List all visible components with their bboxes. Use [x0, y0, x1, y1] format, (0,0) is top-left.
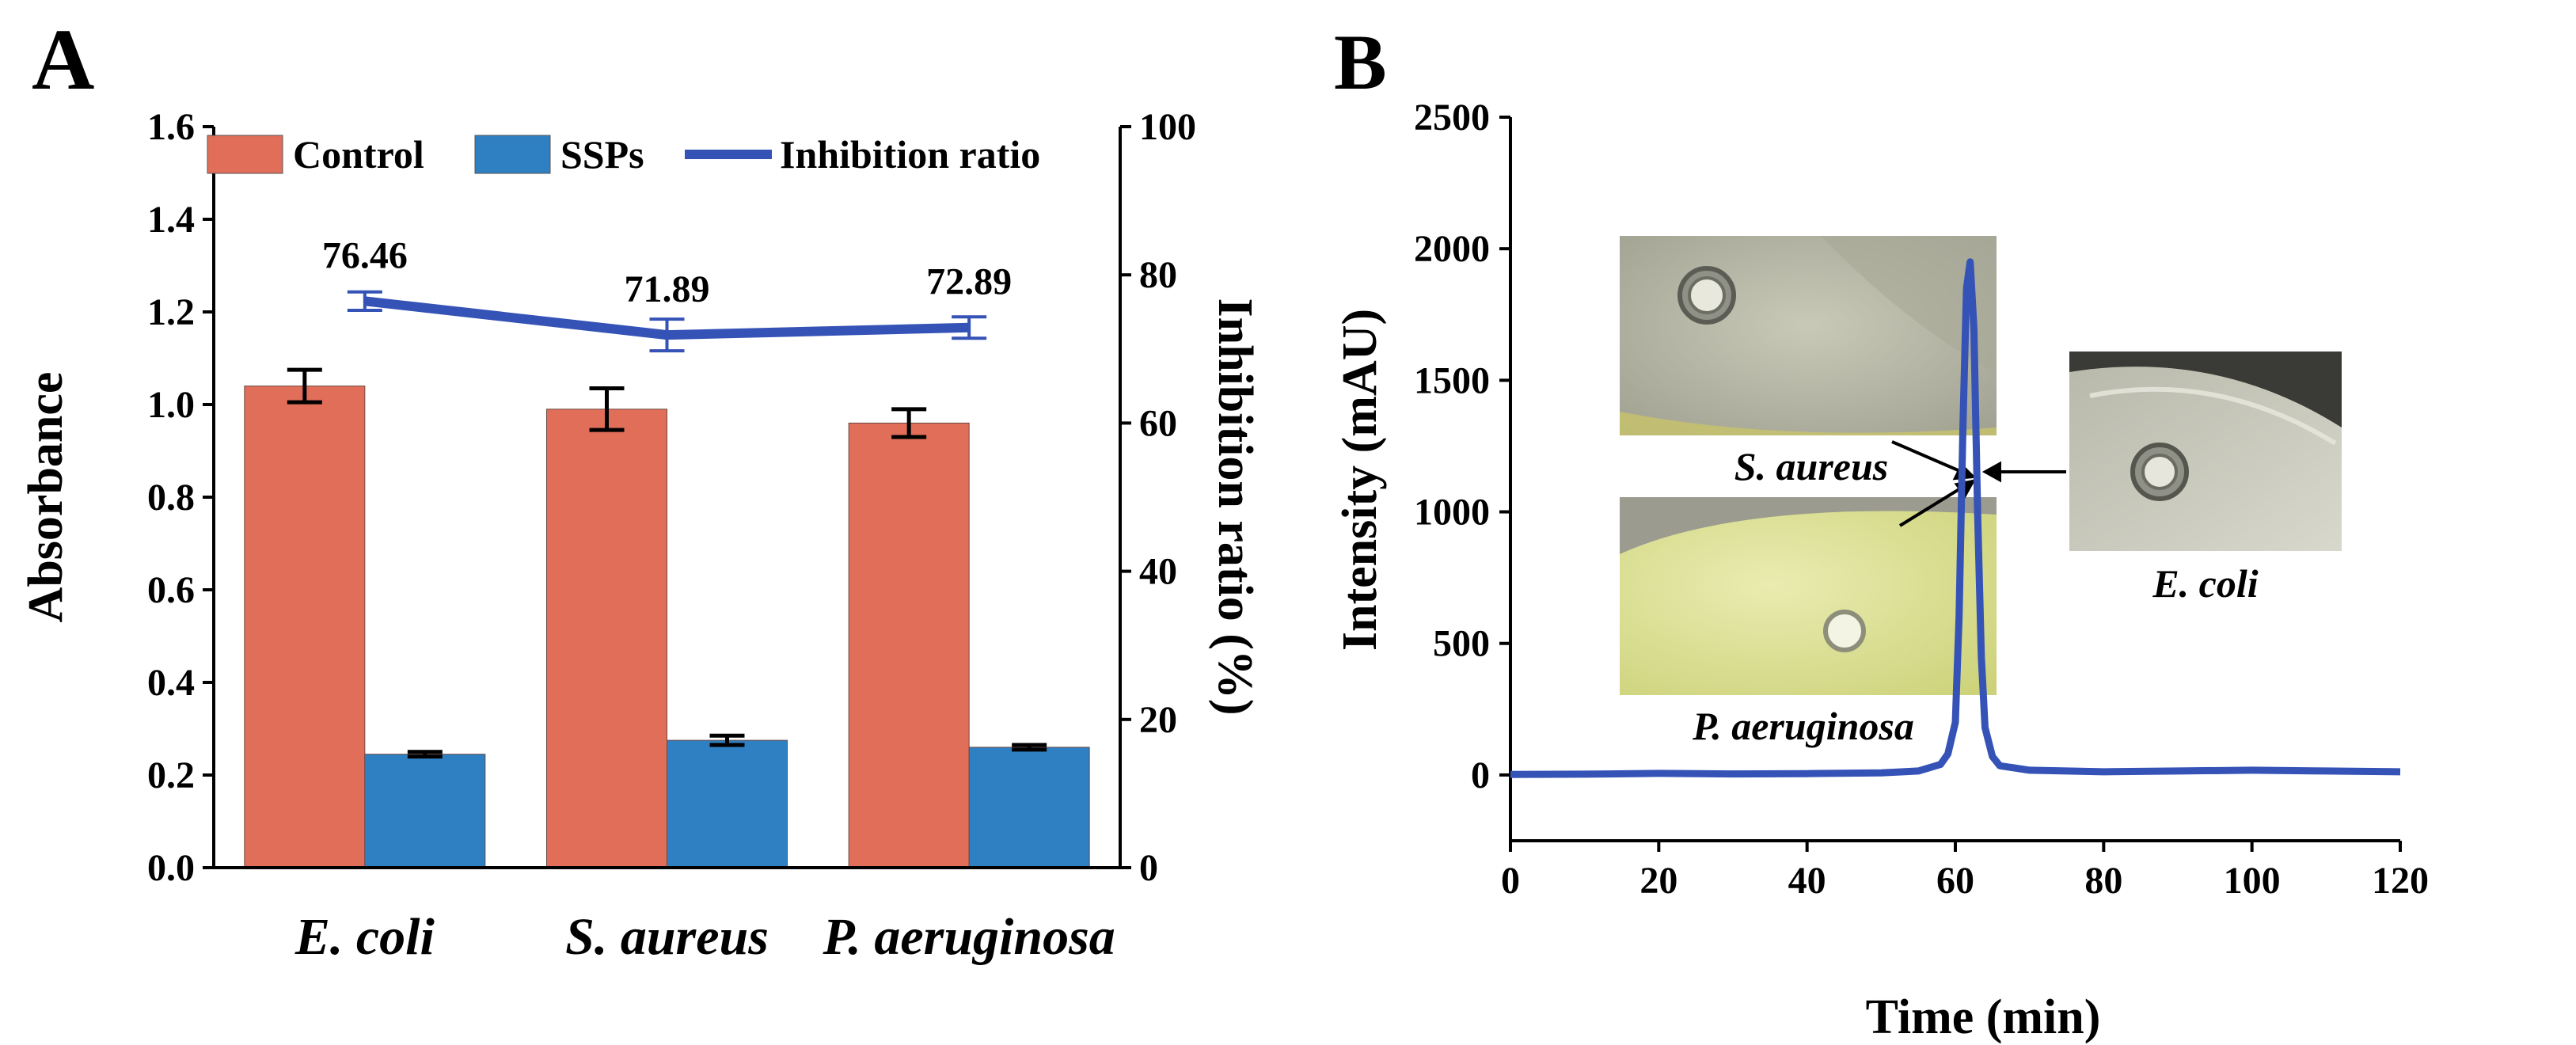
bar-control-s-aureus — [546, 408, 667, 868]
legend-control-swatch — [207, 135, 283, 174]
x-tick-label-20: 20 — [1639, 860, 1677, 902]
legend-ssps-swatch — [474, 135, 551, 174]
legend-control-label: Control — [293, 132, 424, 177]
axes-group: 0 500 1000 1500 2000 2500 0 20 40 60 80 100 120 — [1414, 97, 2429, 902]
y-tick-label-1-4: 1.4 — [147, 199, 195, 241]
ratio-data-label-e-coli: 76.46 — [322, 234, 408, 276]
panel-a-chart: 76.46 71.89 72.89 E. coli S. aureus P. aerug… — [19, 106, 1262, 966]
ratio-data-label-p-aeruginosa: 72.89 — [926, 261, 1012, 303]
legend-ssps-label: SSPs — [560, 132, 644, 177]
arrowhead-e-coli — [1981, 461, 2001, 483]
panel-a-label: A — [32, 11, 94, 108]
bar-ssps-p-aeruginosa — [968, 747, 1090, 868]
y-tick-label-1-6: 1.6 — [147, 106, 195, 148]
chromatogram-group — [1510, 258, 2401, 778]
inset-p-aeruginosa-photo — [1620, 497, 1997, 695]
x-tick-label-100: 100 — [2224, 860, 2281, 902]
inset-e-coli-label: E. coli — [2152, 561, 2258, 606]
y-tick-label-0-8: 0.8 — [147, 477, 195, 519]
y2-tick-label-100: 100 — [1139, 106, 1196, 148]
y2-tick-label-60: 60 — [1139, 402, 1177, 444]
y-tick-label-500: 500 — [1433, 623, 1490, 665]
bar-ssps-s-aureus — [667, 739, 788, 868]
x-tick-label-120: 120 — [2372, 860, 2429, 902]
category-label-e-coli: E. coli — [294, 908, 435, 966]
bar-ssps-e-coli — [364, 754, 486, 868]
y-axis-title: Intensity (mAU) — [1333, 309, 1387, 651]
y-tick-label-1-2: 1.2 — [147, 291, 195, 333]
inset-s-aureus-label: S. aureus — [1734, 444, 1889, 488]
y2-axis-title: Inhibition ratio (%) — [1208, 298, 1262, 715]
error-bar-group — [287, 367, 1047, 759]
y-tick-label-1500: 1500 — [1414, 359, 1490, 401]
y-tick-label-0-6: 0.6 — [147, 569, 195, 611]
ratio-data-label-s-aureus: 71.89 — [625, 268, 710, 310]
bar-group — [244, 386, 1090, 868]
inset-e-coli-photo — [2069, 352, 2342, 551]
category-label-p-aeruginosa: P. aeruginosa — [823, 908, 1115, 966]
y2-tick-label-20: 20 — [1139, 699, 1177, 741]
y-tick-label-1-0: 1.0 — [147, 384, 195, 426]
arrow-p-aeruginosa — [1898, 486, 1963, 527]
category-label-s-aureus: S. aureus — [565, 908, 769, 966]
panel-b-label: B — [1334, 18, 1387, 106]
bar-control-p-aeruginosa — [848, 422, 970, 868]
y2-tick-label-80: 80 — [1139, 254, 1177, 296]
y-axis-title: Absorbance — [19, 372, 73, 623]
y-tick-label-2000: 2000 — [1414, 228, 1490, 270]
y2-tick-label-0: 0 — [1139, 847, 1158, 889]
y-tick-label-0-0: 0.0 — [147, 847, 195, 889]
y-tick-label-1000: 1000 — [1414, 492, 1490, 534]
x-tick-label-40: 40 — [1788, 860, 1826, 902]
x-tick-label-60: 60 — [1936, 860, 1974, 902]
series-line-intensity — [1510, 258, 2401, 778]
inset-s-aureus-photo — [1620, 236, 1997, 435]
y-tick-label-2500: 2500 — [1414, 97, 1490, 139]
arrow-s-aureus — [1891, 440, 1962, 473]
x-axis-title: Time (min) — [1866, 990, 2101, 1044]
x-tick-label-0: 0 — [1501, 860, 1520, 902]
x-tick-label-80: 80 — [2084, 860, 2122, 902]
legend-ratio-label: Inhibition ratio — [780, 132, 1040, 177]
axes-group: E. coli S. aureus P. aeruginosa 0.0 0.2 0.4 0.… — [147, 106, 1196, 966]
ratio-line-group: 76.46 71.89 72.89 — [322, 234, 1012, 353]
legend: Control SSPs Inhibition ratio — [207, 132, 1040, 177]
y-tick-label-0-4: 0.4 — [147, 662, 195, 704]
y-tick-label-0: 0 — [1471, 754, 1490, 796]
y-tick-label-0-2: 0.2 — [147, 754, 195, 796]
bar-control-e-coli — [244, 386, 366, 868]
panel-b-chart: 0 500 1000 1500 2000 2500 0 20 40 60 80 100 120 S. a… — [1333, 97, 2429, 1044]
inset-p-aeruginosa-label: P. aeruginosa — [1692, 704, 1914, 748]
y2-tick-label-40: 40 — [1139, 551, 1177, 593]
